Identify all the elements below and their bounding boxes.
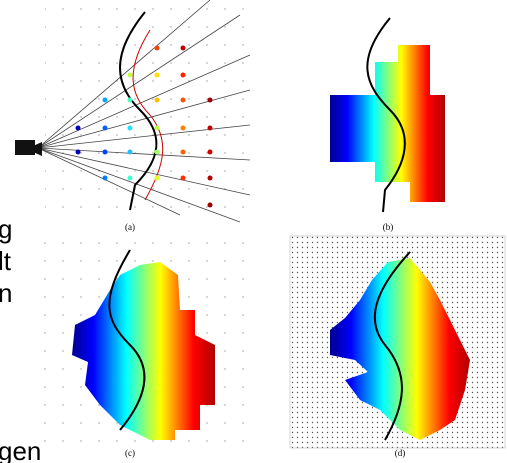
panel-label: (d) xyxy=(395,448,406,458)
figure: (a) (b) (c) (d) g lt n gen xyxy=(0,0,507,463)
panel-c: (c) xyxy=(40,240,255,458)
panel-a: (a) xyxy=(15,0,250,232)
panel-label: (c) xyxy=(125,448,135,458)
side-text: n xyxy=(0,278,12,308)
side-text: lt xyxy=(0,246,12,276)
panel-label: (a) xyxy=(125,222,135,232)
side-text: g xyxy=(0,214,12,244)
panel-d: (d) xyxy=(290,236,505,458)
panel-b: (b) xyxy=(330,18,445,232)
panel-label: (b) xyxy=(383,222,394,232)
side-text: gen xyxy=(0,436,41,463)
